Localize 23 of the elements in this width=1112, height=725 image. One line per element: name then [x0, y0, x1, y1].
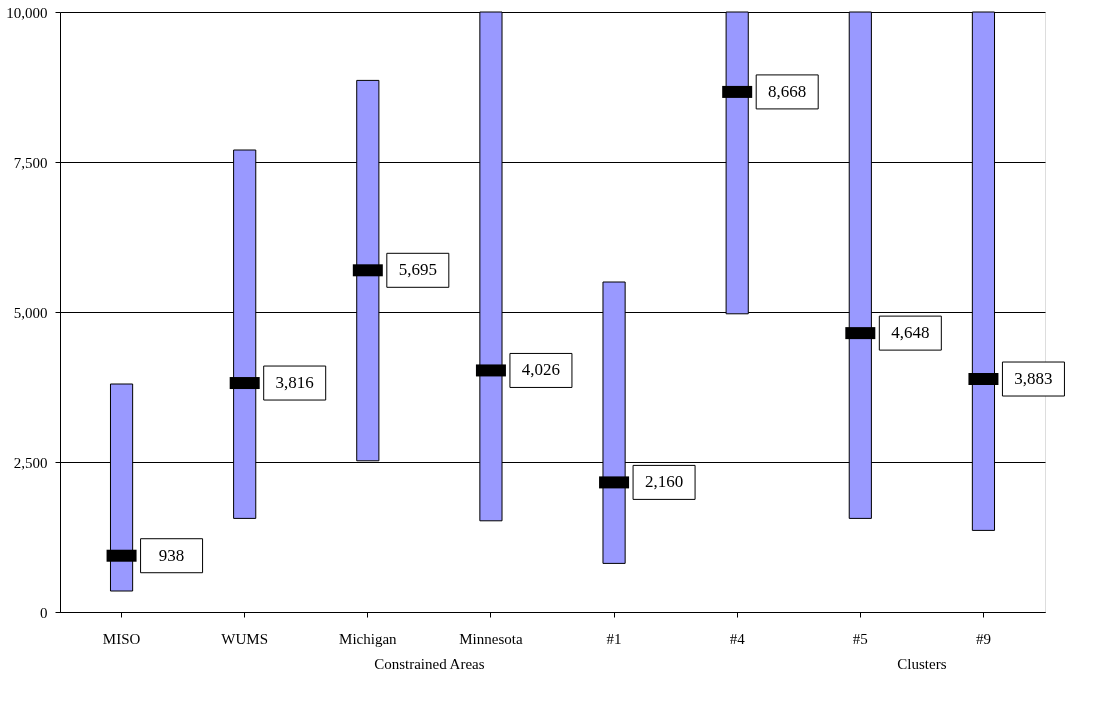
data-label: 3,883 — [1014, 369, 1053, 389]
text: Constrained Areas — [374, 656, 485, 672]
x-tick-label: Minnesota — [459, 630, 523, 647]
data-label: 938 — [158, 545, 185, 565]
y-tick-label: 5,000 — [13, 304, 48, 321]
x-tick-label: #4 — [729, 630, 746, 647]
data-label: 4,026 — [521, 360, 561, 380]
y-tick-label: 0 — [40, 604, 48, 621]
x-tick-label: WUMS — [221, 630, 269, 647]
data-label: 8,668 — [768, 81, 807, 101]
data-label: 2,160 — [644, 472, 684, 492]
x-tick-label: MISO — [102, 630, 141, 647]
text: Clusters — [897, 656, 947, 672]
data-label: 4,648 — [891, 323, 930, 343]
y-tick-label: 2,500 — [13, 454, 48, 471]
x-tick-label: Michigan — [339, 630, 398, 647]
y-tick-label: 10,000 — [6, 4, 48, 21]
x-tick-label: #1 — [606, 630, 622, 647]
data-label: 3,816 — [275, 373, 314, 393]
x-tick-label: #5 — [852, 630, 868, 647]
x-tick-label: #9 — [975, 630, 991, 647]
y-tick-label: 7,500 — [13, 154, 48, 171]
data-label: 5,695 — [398, 260, 437, 280]
